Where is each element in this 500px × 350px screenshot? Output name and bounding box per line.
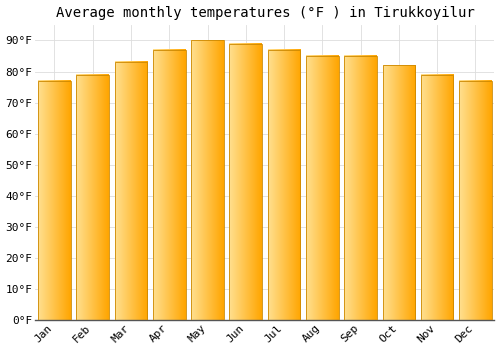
Bar (382, 65, 415, 320)
Bar (38, 81, 70, 320)
Bar (459, 81, 492, 320)
Bar (114, 62, 147, 320)
Bar (191, 41, 224, 320)
Bar (421, 75, 454, 320)
Title: Average monthly temperatures (°F ) in Tirukkoyilur: Average monthly temperatures (°F ) in Ti… (56, 6, 474, 20)
Bar (153, 50, 186, 320)
Bar (344, 56, 377, 320)
Bar (306, 56, 338, 320)
Bar (76, 75, 109, 320)
Bar (230, 43, 262, 320)
Bar (268, 50, 300, 320)
